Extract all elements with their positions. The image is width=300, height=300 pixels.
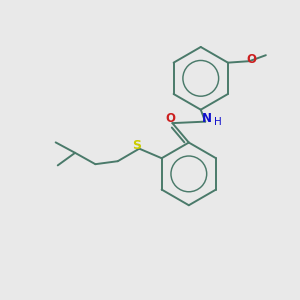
Text: O: O bbox=[165, 112, 175, 124]
Text: S: S bbox=[132, 139, 141, 152]
Text: O: O bbox=[247, 53, 257, 66]
Text: H: H bbox=[214, 117, 222, 127]
Text: N: N bbox=[202, 112, 212, 124]
